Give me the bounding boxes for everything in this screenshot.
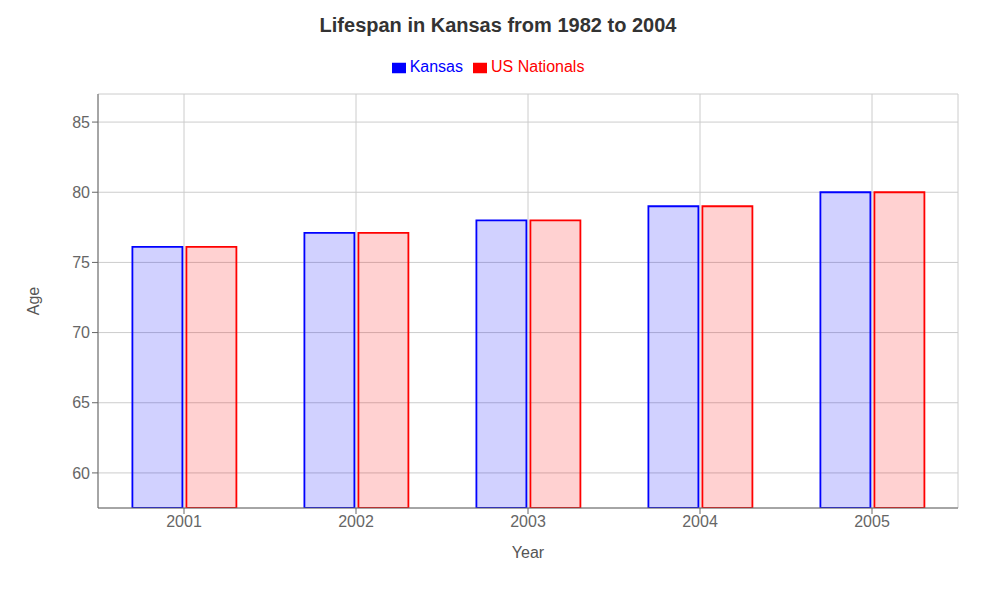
svg-text:80: 80 — [72, 184, 90, 201]
html-text:Kansas: Kansas — [409, 58, 463, 75]
svg-text:65: 65 — [72, 394, 90, 411]
svg-text:2001: 2001 — [166, 513, 202, 530]
svg-text:2005: 2005 — [854, 513, 890, 530]
svg-text:60: 60 — [72, 465, 90, 482]
svg-text:2003: 2003 — [510, 513, 546, 530]
html-text:Lifespan in Kansas from 1982 t: Lifespan in Kansas from 1982 to 2004 — [319, 14, 677, 36]
svg-text:2002: 2002 — [338, 513, 374, 530]
html-text:US Nationals: US Nationals — [491, 58, 585, 75]
svg-text:75: 75 — [72, 254, 90, 271]
svg-text:70: 70 — [72, 324, 90, 341]
svg-text:Age: Age — [25, 287, 42, 316]
svg-text:2004: 2004 — [682, 513, 718, 530]
svg-text:Year: Year — [512, 544, 545, 561]
svg-text:85: 85 — [72, 114, 90, 131]
